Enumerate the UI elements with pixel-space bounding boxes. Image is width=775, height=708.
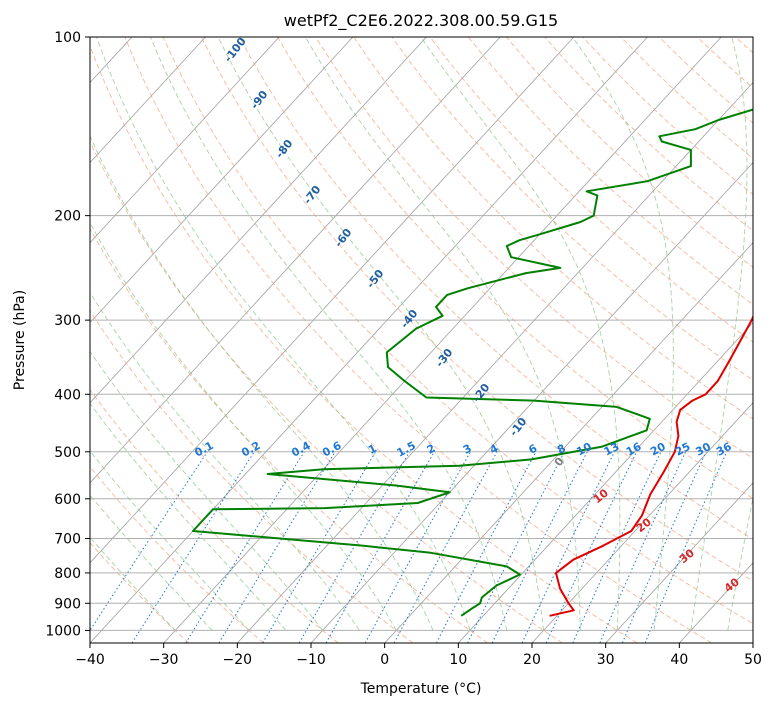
x-axis-label: Temperature (°C) xyxy=(360,681,482,697)
y-tick-label: 900 xyxy=(54,596,81,612)
mixing-ratio-line xyxy=(644,451,728,643)
y-tick-label: 100 xyxy=(54,30,81,46)
dry-adiabat-line xyxy=(90,542,190,643)
isotherm-line xyxy=(90,37,427,404)
x-tick-label: 50 xyxy=(744,652,762,668)
isotherm-line xyxy=(458,322,753,643)
mixing-ratio-line xyxy=(621,451,707,643)
mixing-ratio-line xyxy=(491,451,588,643)
moist-adiabat-line xyxy=(149,37,508,631)
isotherm-line xyxy=(90,37,575,564)
isotherm-line xyxy=(163,37,722,643)
isotherm-line xyxy=(531,402,753,643)
moist-adiabat-line xyxy=(420,37,621,631)
x-tick-label: 20 xyxy=(523,652,541,668)
moist-adiabat-line xyxy=(90,291,360,631)
y-tick-label: 400 xyxy=(54,387,81,403)
y-axis-label: Pressure (hPa) xyxy=(12,290,28,390)
mixing-ratio-line xyxy=(599,451,687,643)
dry-adiabat-line xyxy=(238,37,753,540)
mixing-ratio-label: 16 xyxy=(624,440,644,459)
moist-adiabat-line xyxy=(90,494,213,631)
x-tick-label: −20 xyxy=(223,652,253,668)
moist-adiabat-line xyxy=(90,450,250,631)
y-tick-label: 300 xyxy=(54,313,81,329)
y-tick-label: 800 xyxy=(54,566,81,582)
dry-adiabat-line xyxy=(353,37,753,420)
y-tick-label: 600 xyxy=(54,492,81,508)
moist-adiabat-line xyxy=(304,37,581,631)
isotherm-line xyxy=(90,37,280,244)
temperature-line xyxy=(549,314,753,617)
isotherm-line xyxy=(605,482,753,643)
chart-title: wetPf2_C2E6.2022.308.00.59.G15 xyxy=(284,11,558,31)
moist-adiabat-line xyxy=(90,135,434,631)
x-tick-label: −40 xyxy=(75,652,105,668)
mixing-ratio-line xyxy=(90,451,208,632)
mixing-ratio-line xyxy=(364,451,471,643)
isotherm-line xyxy=(90,37,648,643)
x-tick-label: −10 xyxy=(296,652,326,668)
x-tick-label: 40 xyxy=(670,652,688,668)
dry-adiabat-line xyxy=(90,465,264,643)
moist-adiabat-line xyxy=(572,37,674,631)
background-lines xyxy=(0,37,753,643)
moist-adiabat-line xyxy=(90,536,176,631)
dry-adiabat-line xyxy=(162,37,753,625)
mixing-ratio-label: 10 xyxy=(574,440,594,459)
isotherm-line xyxy=(0,37,58,643)
moist-adiabat-line xyxy=(690,37,748,631)
isotherm-line xyxy=(752,642,753,643)
dewpoint-line xyxy=(192,108,753,617)
x-tick-label: 30 xyxy=(597,652,615,668)
y-tick-label: 500 xyxy=(54,445,81,461)
moist-adiabat-line xyxy=(90,402,287,631)
mixing-ratio-line xyxy=(393,451,498,643)
x-tick-label: −30 xyxy=(149,652,179,668)
dry-adiabat-line xyxy=(90,310,414,643)
y-tick-label: 1000 xyxy=(45,623,81,639)
x-tick-label: 10 xyxy=(449,652,467,668)
axis-ticks: −40 −30 −20 −10 0 10 20 30 40 50 1000 900 800 700 600 5… xyxy=(45,30,762,668)
y-tick-label: 700 xyxy=(54,532,81,548)
dry-adiabat-line xyxy=(90,140,563,643)
dry-adiabat-line xyxy=(391,37,753,381)
profile-series xyxy=(192,108,753,617)
mixing-ratio-label: 13 xyxy=(602,440,622,459)
dry-adiabat-line xyxy=(467,37,753,305)
mixing-ratio-label: 36 xyxy=(714,440,734,459)
pressure-gridlines xyxy=(90,37,753,631)
y-tick-label: 200 xyxy=(54,209,81,225)
x-tick-label: 0 xyxy=(380,652,389,668)
isotherm-line xyxy=(90,37,501,484)
mixing-ratio-label: 25 xyxy=(673,440,693,459)
dry-adiabat-line xyxy=(124,37,712,643)
plot-frame xyxy=(89,36,754,644)
dry-adiabat-line xyxy=(277,37,753,500)
isotherm-line xyxy=(384,242,753,643)
mixing-ratio-label: 20 xyxy=(648,440,668,459)
mixing-ratio-line xyxy=(131,451,255,643)
mixing-ratio-label: 30 xyxy=(693,440,713,459)
isotherm-line xyxy=(90,37,206,164)
isotherm-line xyxy=(90,37,354,324)
moist-adiabat-line xyxy=(96,37,471,631)
dry-adiabat-line xyxy=(200,37,753,582)
mixing-ratio-line xyxy=(218,451,336,643)
isotherm-line xyxy=(310,161,753,643)
moist-adiabat-line xyxy=(217,37,545,631)
moist-adiabat-line xyxy=(727,495,753,631)
